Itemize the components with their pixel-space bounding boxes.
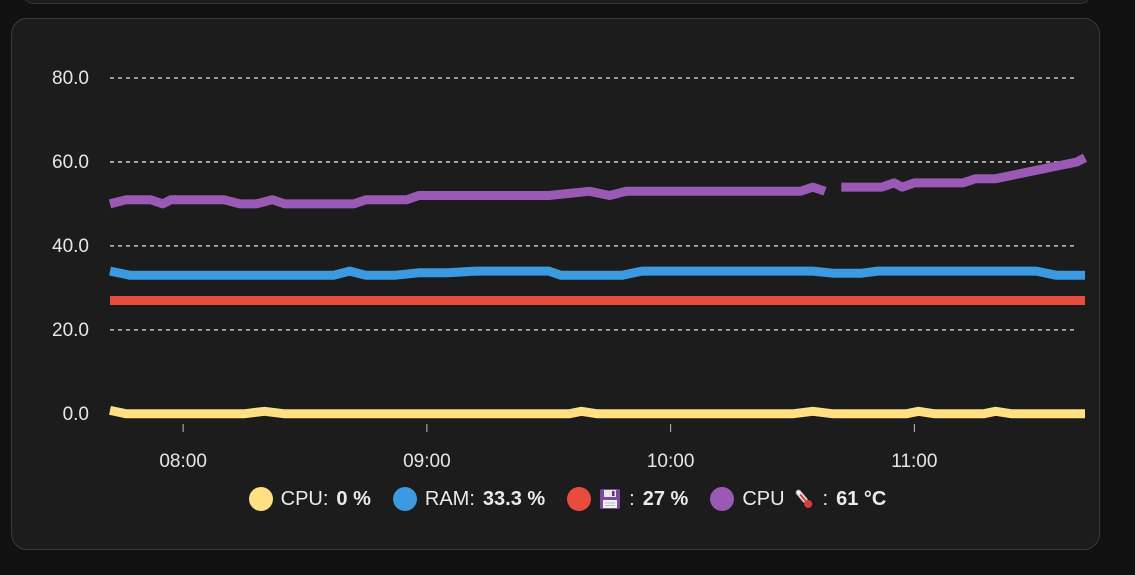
series-line-cpu bbox=[109, 405, 1085, 419]
y-axis-ticks: 0.0 20.0 40.0 60.0 80.0 bbox=[52, 68, 89, 425]
system-monitor-card bbox=[11, 18, 1100, 550]
x-tick-label: 10:00 bbox=[647, 451, 695, 472]
legend-item-disk[interactable]: : 27 % bbox=[567, 487, 688, 511]
series-lines bbox=[108, 153, 1088, 419]
legend-value-ram: 33.3 % bbox=[482, 487, 546, 510]
y-tick-label: 0.0 bbox=[63, 404, 89, 425]
legend-value-disk: 27 % bbox=[642, 487, 689, 510]
legend-swatch-ram bbox=[392, 487, 417, 511]
thermometer-icon bbox=[795, 489, 812, 508]
y-tick-label: 20.0 bbox=[52, 320, 89, 341]
legend-label-cpu: CPU: bbox=[280, 487, 329, 510]
series-line-temp bbox=[108, 182, 827, 209]
x-axis-ticks: 08:00 09:00 10:00 11:00 bbox=[159, 424, 937, 472]
legend-swatch-disk bbox=[567, 487, 592, 511]
legend-value-cpu: 0 % bbox=[336, 487, 371, 510]
x-tick-label: 08:00 bbox=[159, 451, 207, 472]
gridlines bbox=[110, 77, 1075, 331]
legend-value-temp: 61 °C bbox=[836, 487, 887, 510]
legend-item-ram[interactable]: RAM: 33.3 % bbox=[392, 487, 546, 511]
y-tick-label: 40.0 bbox=[52, 236, 89, 257]
series-line-temp-1 bbox=[841, 153, 1088, 192]
legend-label-temp: CPU bbox=[742, 487, 785, 510]
y-tick-label: 60.0 bbox=[52, 152, 89, 173]
legend-swatch-cpu bbox=[248, 487, 273, 511]
y-tick-label: 80.0 bbox=[52, 68, 89, 89]
legend-item-cpu[interactable]: CPU: 0 % bbox=[248, 487, 371, 511]
x-tick-label: 11:00 bbox=[891, 451, 937, 472]
floppy-disk-icon bbox=[600, 489, 621, 509]
legend-swatch-temp bbox=[710, 487, 735, 511]
x-tick-label: 09:00 bbox=[403, 451, 451, 472]
chart-legend: CPU: 0 % RAM: 33.3 % : 27 % CPU : bbox=[0, 482, 1135, 516]
series-line-ram bbox=[109, 266, 1085, 280]
legend-label-disk: : bbox=[629, 487, 635, 510]
legend-label-ram: RAM: bbox=[424, 487, 475, 510]
legend-item-temp[interactable]: CPU : 61 °C bbox=[710, 487, 886, 511]
legend-suffix-temp: : bbox=[822, 487, 829, 510]
